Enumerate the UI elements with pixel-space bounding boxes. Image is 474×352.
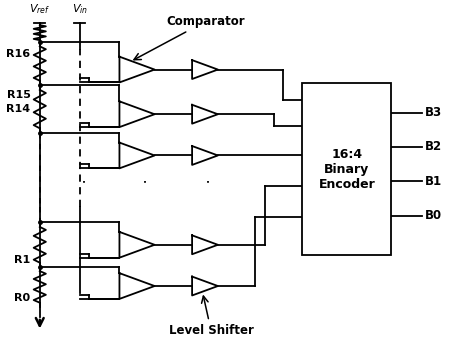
Text: R14: R14 bbox=[6, 104, 30, 114]
Text: Level Shifter: Level Shifter bbox=[169, 296, 254, 337]
Text: R0: R0 bbox=[14, 293, 30, 303]
Text: 16:4
Binary
Encoder: 16:4 Binary Encoder bbox=[319, 148, 375, 191]
Text: R1: R1 bbox=[14, 255, 30, 265]
Text: Comparator: Comparator bbox=[134, 15, 245, 60]
Text: $V_{ref}$: $V_{ref}$ bbox=[29, 2, 50, 16]
Text: B2: B2 bbox=[425, 140, 442, 153]
Text: B1: B1 bbox=[425, 175, 442, 188]
Text: R15: R15 bbox=[7, 90, 30, 100]
Text: B0: B0 bbox=[425, 209, 442, 222]
Text: $V_{in}$: $V_{in}$ bbox=[72, 2, 88, 16]
Text: R16: R16 bbox=[6, 49, 30, 59]
Text: B3: B3 bbox=[425, 106, 442, 119]
Bar bbox=[302, 83, 391, 255]
